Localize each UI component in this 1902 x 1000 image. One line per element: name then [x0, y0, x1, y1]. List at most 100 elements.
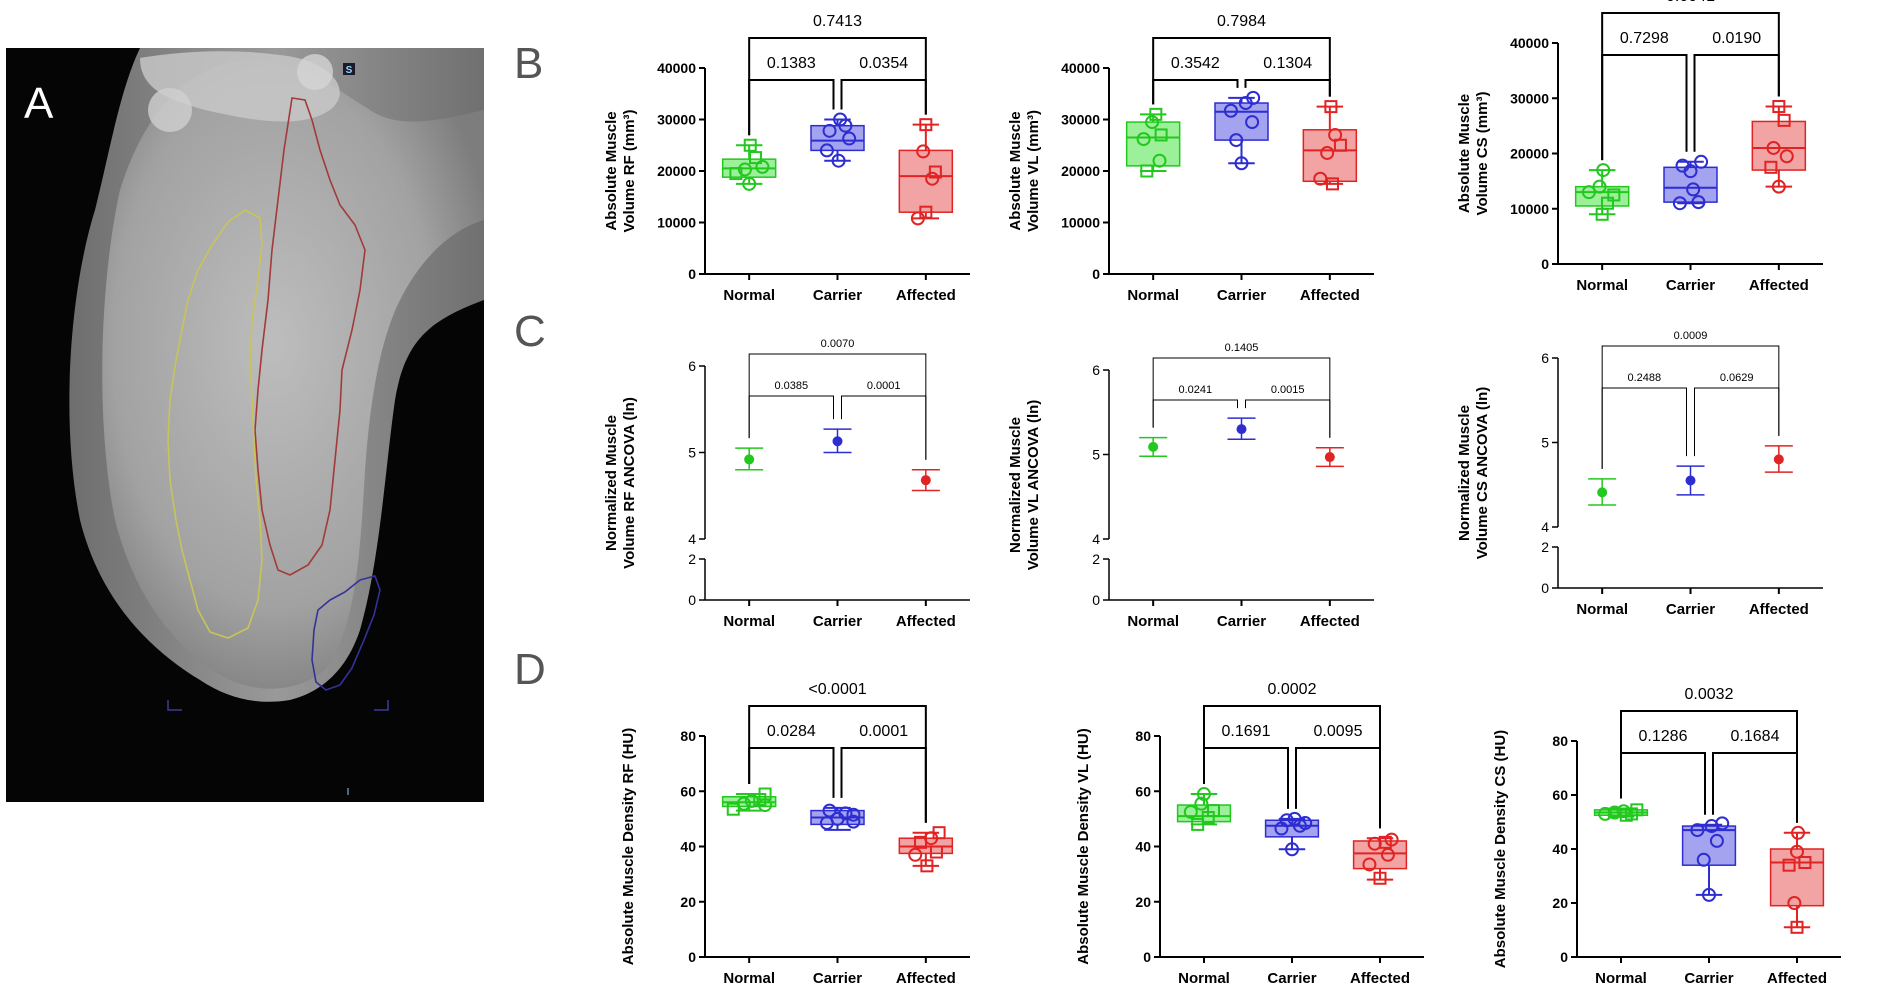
data-point — [925, 171, 940, 186]
data-point — [1782, 858, 1796, 872]
x-tick-label: Normal — [1576, 601, 1628, 618]
y-axis-label: Absolute Muscle — [603, 111, 620, 230]
x-tick-label: Normal — [1595, 970, 1647, 987]
comparison-bracket — [748, 705, 927, 823]
data-point — [1777, 113, 1791, 127]
y-tick-label: 0 — [688, 592, 696, 608]
p-value-label: 0.0190 — [1712, 30, 1761, 47]
comparison-bracket — [1601, 387, 1687, 469]
y-tick-label: 0 — [1560, 949, 1568, 965]
p-value-label: <0.0001 — [808, 681, 866, 698]
data-point — [1691, 195, 1706, 210]
y-tick-label: 40000 — [657, 60, 696, 76]
ct-thigh-tissue — [102, 60, 485, 689]
data-point — [758, 787, 772, 801]
data-point — [1798, 856, 1812, 869]
comparison-bracket — [1601, 345, 1780, 469]
y-tick-label: 5 — [1541, 435, 1549, 451]
y-tick-label: 10000 — [1510, 201, 1549, 217]
comparison-bracket — [1152, 37, 1331, 105]
y-tick-label: 0 — [1092, 266, 1100, 282]
data-point — [833, 112, 848, 127]
data-point — [1696, 852, 1711, 867]
data-point — [1764, 160, 1778, 174]
data-point — [1183, 804, 1198, 819]
x-tick-label: Carrier — [1267, 970, 1316, 987]
comparison-bracket — [748, 395, 834, 439]
y-axis-label: Absolute Muscle — [1456, 94, 1473, 213]
y-axis-label: Absolute Muscle — [1007, 111, 1024, 230]
x-tick-label: Carrier — [813, 970, 862, 987]
y-axis-label: Volume RF ANCOVA (ln) — [621, 397, 638, 569]
comparison-bracket — [748, 37, 927, 136]
p-value-label: 0.1304 — [1263, 55, 1312, 72]
chart-vl-normalized: 4 5 6 0 2 Normalized Muscle Volume VL ANCOVA (… — [1007, 342, 1374, 630]
comparison-bracket — [1712, 752, 1798, 823]
x-tick-label: Normal — [1127, 287, 1179, 304]
comparison-bracket — [840, 79, 927, 115]
data-point — [1675, 158, 1690, 173]
comparison-bracket — [1601, 54, 1688, 161]
mean-point — [1148, 441, 1159, 452]
vl-muscle-outline — [167, 209, 263, 639]
x-tick-label: Normal — [723, 287, 775, 304]
p-value-label: 0.7413 — [813, 13, 862, 30]
p-value-label: 0.0015 — [1271, 384, 1305, 396]
x-tick-label: Carrier — [1666, 601, 1715, 618]
data-point — [1598, 806, 1613, 821]
data-point — [1787, 896, 1802, 910]
data-point — [920, 859, 934, 873]
chart-cs-normalized: 4 5 6 0 2 Normalized Muscle Volume CS ANCOVA (… — [1456, 330, 1823, 618]
y-tick-label: 40 — [1135, 839, 1151, 855]
data-point — [822, 803, 837, 818]
p-value-label: 0.3542 — [1171, 55, 1220, 72]
data-point — [1715, 816, 1730, 831]
comparison-bracket — [1152, 357, 1331, 438]
data-point — [1690, 823, 1705, 838]
data-point — [1686, 182, 1701, 197]
data-point — [1245, 115, 1260, 130]
y-tick-label: 6 — [688, 358, 696, 374]
chart-cs-density: 0 20 40 60 80 Absolute Muscle Density CS (HU)… — [1492, 686, 1841, 987]
x-tick-label: Carrier — [1666, 277, 1715, 294]
y-tick-label: 40000 — [1061, 60, 1100, 76]
mean-point — [744, 454, 755, 465]
data-point — [1362, 857, 1377, 872]
x-tick-label: Normal — [723, 613, 775, 630]
data-point — [1333, 138, 1347, 152]
data-point — [822, 123, 837, 138]
y-tick-label: 4 — [1541, 519, 1549, 535]
p-value-label: 0.0009 — [1674, 330, 1708, 342]
data-point — [1581, 185, 1596, 200]
data-point — [1596, 163, 1611, 178]
p-value-label: 0.0385 — [775, 380, 809, 392]
data-point — [919, 205, 933, 219]
data-point — [1709, 833, 1724, 848]
data-point — [1373, 871, 1387, 885]
p-value-label: 0.0070 — [821, 338, 855, 350]
chart-rf-density: 0 20 40 60 80 Absolute Muscle Density RF (HU)… — [620, 681, 970, 987]
data-point — [1287, 811, 1302, 826]
y-tick-label: 5 — [1092, 447, 1100, 463]
data-point — [736, 796, 751, 811]
p-value-label: 0.0001 — [859, 723, 908, 740]
comparison-bracket — [1245, 399, 1331, 438]
x-tick-label: Carrier — [1684, 970, 1733, 987]
comparison-bracket — [748, 747, 835, 798]
y-tick-label: 6 — [1541, 350, 1549, 366]
chart-vl-density: 0 20 40 60 80 Absolute Muscle Density VL (HU)… — [1075, 681, 1424, 987]
data-point — [1149, 107, 1163, 121]
data-point — [1619, 808, 1633, 822]
y-tick-label: 0 — [688, 949, 696, 965]
x-tick-label: Affected — [1300, 613, 1360, 630]
data-point — [1790, 920, 1804, 934]
p-value-label: 0.0284 — [767, 723, 816, 740]
data-point — [737, 162, 752, 177]
y-tick-label: 0 — [1092, 592, 1100, 608]
data-point — [1791, 825, 1806, 840]
x-tick-label: Affected — [1300, 287, 1360, 304]
data-point — [1325, 177, 1339, 191]
p-value-label: 0.0095 — [1314, 723, 1363, 740]
panel-label-c: C — [514, 307, 546, 356]
y-tick-label: 30000 — [1510, 90, 1549, 106]
